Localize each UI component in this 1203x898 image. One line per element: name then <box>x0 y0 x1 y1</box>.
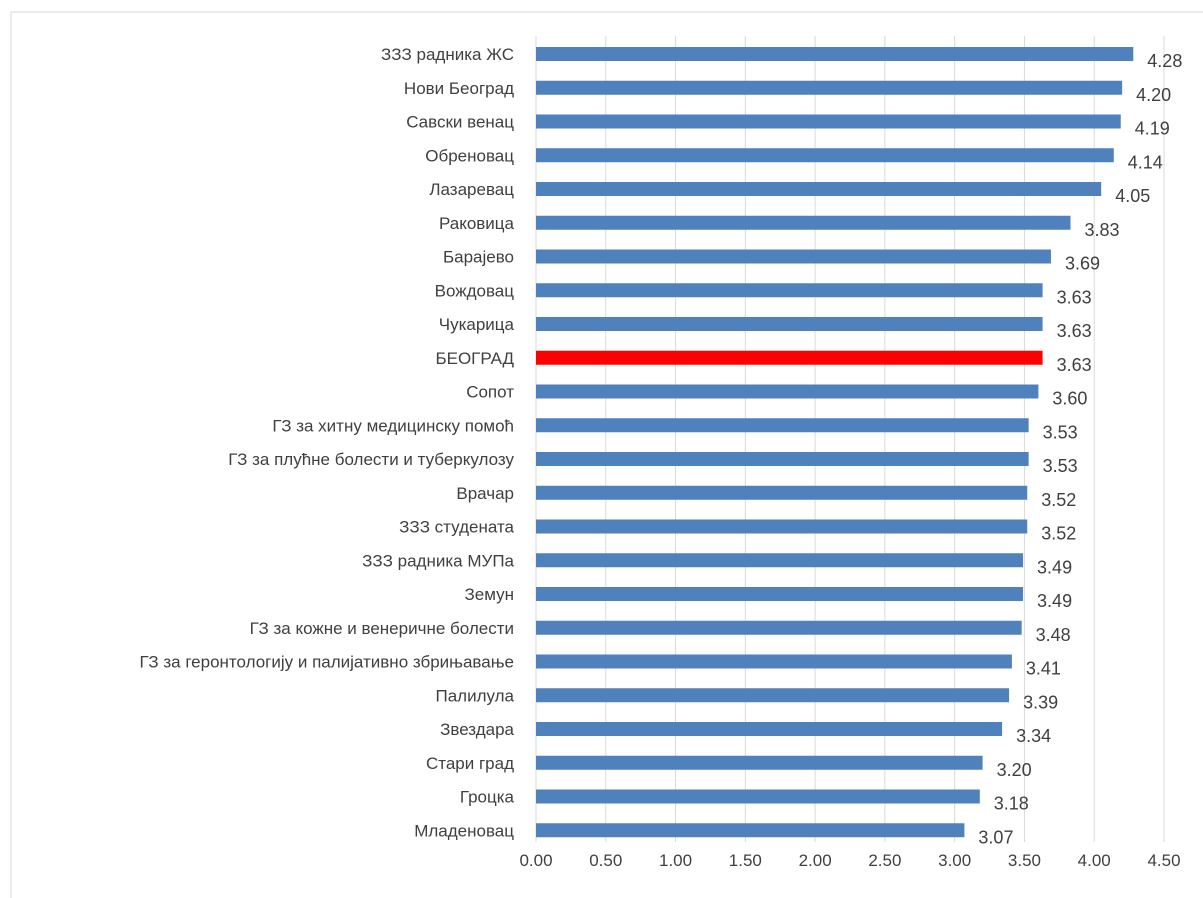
data-label: 3.63 <box>1057 355 1092 375</box>
category-label: ЗЗЗ студената <box>399 518 514 537</box>
data-label: 4.19 <box>1135 119 1170 139</box>
category-label: ГЗ за плућне болести и туберкулозу <box>228 450 514 469</box>
data-label: 4.05 <box>1115 186 1150 206</box>
category-label: Звездара <box>440 720 514 739</box>
x-tick-label: 2.50 <box>868 851 901 870</box>
category-label: Лазаревац <box>429 180 514 199</box>
bar <box>536 114 1121 129</box>
category-label: Сопот <box>466 383 514 402</box>
category-label: Раковица <box>439 214 515 233</box>
x-tick-label: 1.50 <box>729 851 762 870</box>
data-label: 3.07 <box>978 827 1013 847</box>
bar <box>536 80 1123 95</box>
category-label: Барајево <box>443 248 514 267</box>
category-label: ГЗ за хитну медицинску помоћ <box>272 416 514 435</box>
category-label: Вождовац <box>435 281 515 300</box>
category-label: Стари град <box>426 754 514 773</box>
bar <box>536 317 1043 331</box>
data-label: 3.52 <box>1041 490 1076 510</box>
bar <box>536 215 1071 230</box>
x-tick-label: 2.00 <box>799 851 832 870</box>
data-label: 3.83 <box>1084 220 1119 240</box>
category-label: Палилула <box>435 686 514 705</box>
bar <box>536 182 1102 196</box>
bar <box>536 452 1029 466</box>
bar <box>536 654 1012 669</box>
data-label: 3.63 <box>1057 287 1092 307</box>
category-label: Нови Београд <box>404 79 514 98</box>
bar <box>536 418 1029 433</box>
data-label: 3.48 <box>1036 625 1071 645</box>
category-label: Обреновац <box>425 146 514 165</box>
data-label: 4.28 <box>1147 51 1182 71</box>
data-label: 3.63 <box>1057 321 1092 341</box>
bar <box>536 688 1010 703</box>
category-label: Чукарица <box>439 315 515 334</box>
category-label: Врачар <box>456 484 514 503</box>
bar <box>536 249 1051 264</box>
category-label: ЗЗЗ радника МУПа <box>362 551 514 570</box>
data-label: 4.20 <box>1136 85 1171 105</box>
bar <box>536 283 1043 298</box>
bar <box>536 47 1134 61</box>
data-label: 3.53 <box>1043 422 1078 442</box>
x-tick-label: 0.50 <box>589 851 622 870</box>
category-label: БЕОГРАД <box>435 349 514 368</box>
x-tick-label: 4.00 <box>1078 851 1111 870</box>
data-label: 3.34 <box>1016 726 1051 746</box>
data-label: 3.60 <box>1052 389 1087 409</box>
chart-border <box>10 11 1203 898</box>
bar <box>536 823 965 838</box>
data-label: 3.69 <box>1065 254 1100 274</box>
x-tick-label: 3.00 <box>938 851 971 870</box>
data-label: 3.39 <box>1023 692 1058 712</box>
bar <box>536 620 1022 635</box>
data-label: 4.14 <box>1128 152 1163 172</box>
bar <box>536 789 980 804</box>
category-label: ГЗ за кожне и венеричне болести <box>250 619 514 638</box>
bar <box>536 384 1039 399</box>
bar <box>536 722 1003 736</box>
category-label: ЗЗЗ радника ЖС <box>381 45 514 64</box>
category-label: Земун <box>465 585 515 604</box>
data-label: 3.53 <box>1043 456 1078 476</box>
data-label: 3.20 <box>997 760 1032 780</box>
category-label: Младеновац <box>414 821 514 840</box>
data-label: 3.49 <box>1037 557 1072 577</box>
x-tick-label: 3.50 <box>1008 851 1041 870</box>
x-tick-label: 1.00 <box>659 851 692 870</box>
data-label: 3.49 <box>1037 591 1072 611</box>
bar <box>536 587 1024 601</box>
bar-highlight <box>536 350 1043 365</box>
bar <box>536 553 1024 568</box>
category-label: Гроцка <box>460 788 515 807</box>
data-label: 3.18 <box>994 794 1029 814</box>
bar <box>536 485 1028 500</box>
bar <box>536 148 1114 163</box>
x-tick-label: 0.00 <box>519 851 552 870</box>
category-label: ГЗ за геронтологију и палијативно збриња… <box>140 653 514 672</box>
data-label: 3.52 <box>1041 524 1076 544</box>
bar <box>536 755 983 770</box>
category-label: Савски венац <box>406 113 514 132</box>
bar <box>536 519 1028 534</box>
x-tick-label: 4.50 <box>1147 851 1180 870</box>
data-label: 3.41 <box>1026 659 1061 679</box>
